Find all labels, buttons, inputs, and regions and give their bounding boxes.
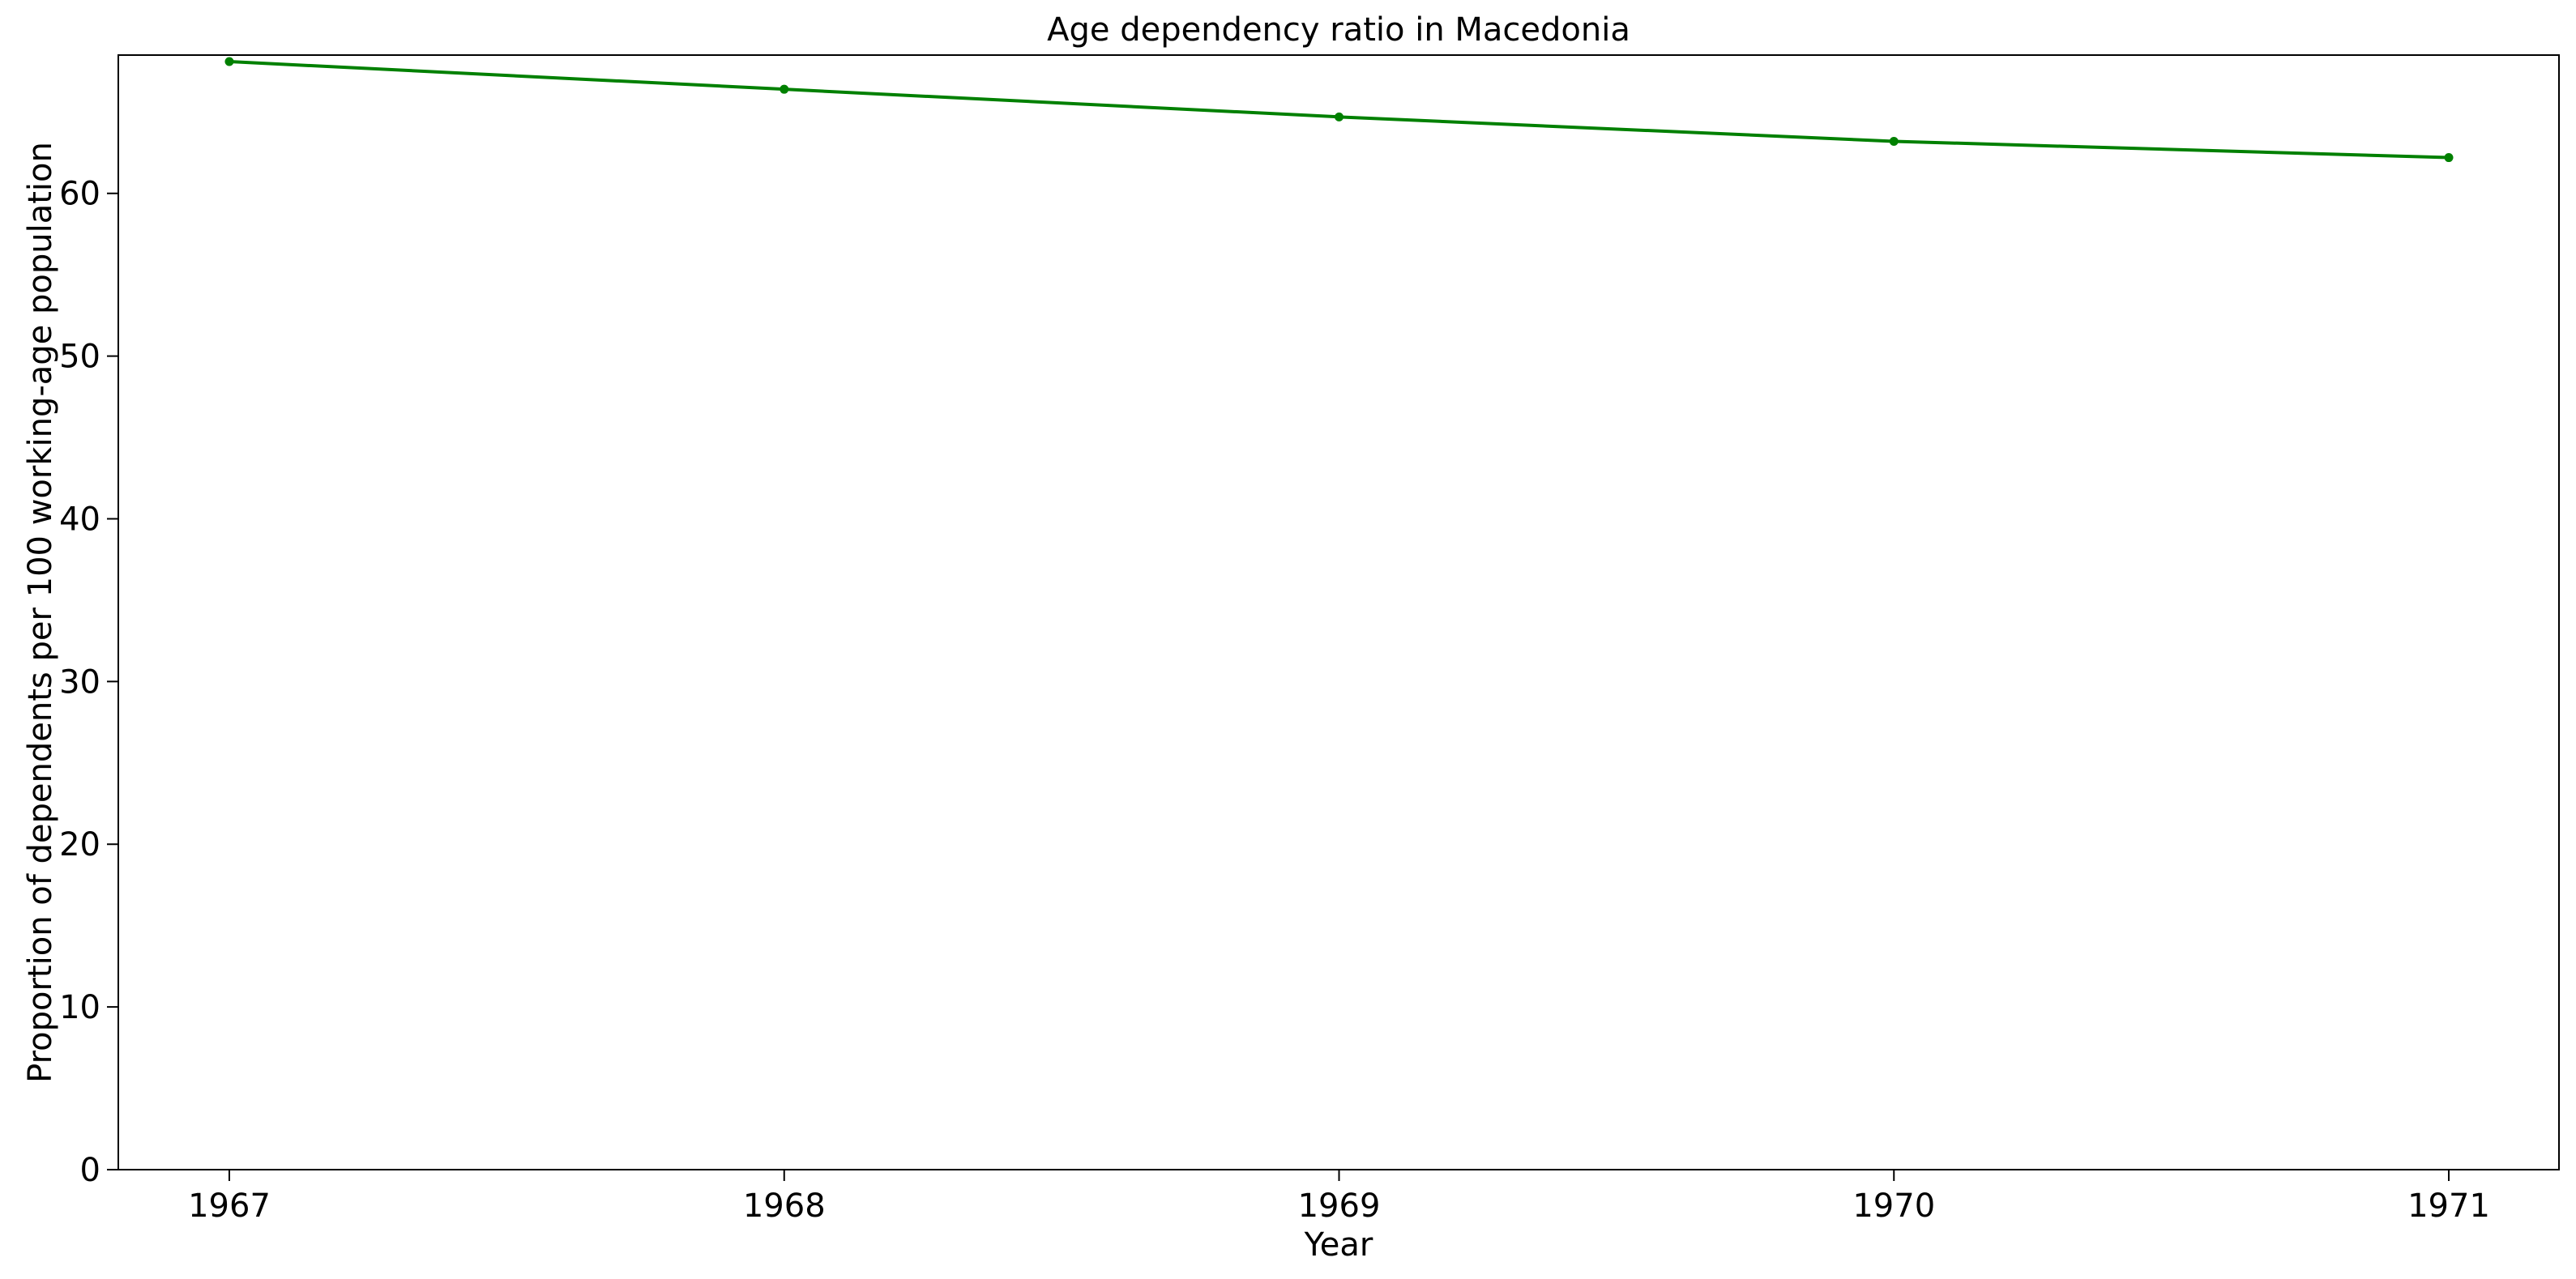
series-line bbox=[229, 60, 2450, 160]
y-axis-title: Proportion of dependents per 100 working… bbox=[22, 142, 59, 1083]
data-point bbox=[224, 57, 234, 66]
y-tick-label: 40 bbox=[59, 501, 100, 538]
x-tick-label: 1968 bbox=[743, 1187, 826, 1225]
plot-area-frame bbox=[117, 54, 2560, 1170]
data-point bbox=[2444, 153, 2454, 163]
y-tick-label: 0 bbox=[80, 1152, 100, 1189]
y-tick-label: 20 bbox=[59, 826, 100, 863]
y-tick-label: 50 bbox=[59, 339, 100, 376]
y-tick-label: 10 bbox=[59, 989, 100, 1026]
y-tick-label: 30 bbox=[59, 663, 100, 701]
data-point bbox=[780, 84, 789, 94]
x-axis-ticks: 1967 1968 1969 1970 1971 bbox=[188, 1170, 2490, 1225]
x-tick-label: 1970 bbox=[1852, 1187, 1935, 1225]
x-tick-label: 1971 bbox=[2407, 1187, 2490, 1225]
series-layer bbox=[224, 57, 2454, 163]
x-tick-label: 1969 bbox=[1298, 1187, 1381, 1225]
chart-title: Age dependency ratio in Macedonia bbox=[1047, 11, 1630, 49]
x-tick-label: 1967 bbox=[188, 1187, 271, 1225]
data-point bbox=[1335, 112, 1344, 122]
y-axis-ticks: 0 10 20 30 40 50 60 bbox=[59, 176, 118, 1189]
y-tick-label: 60 bbox=[59, 176, 100, 213]
x-axis-title: Year bbox=[1304, 1226, 1373, 1264]
data-point bbox=[1889, 136, 1899, 146]
